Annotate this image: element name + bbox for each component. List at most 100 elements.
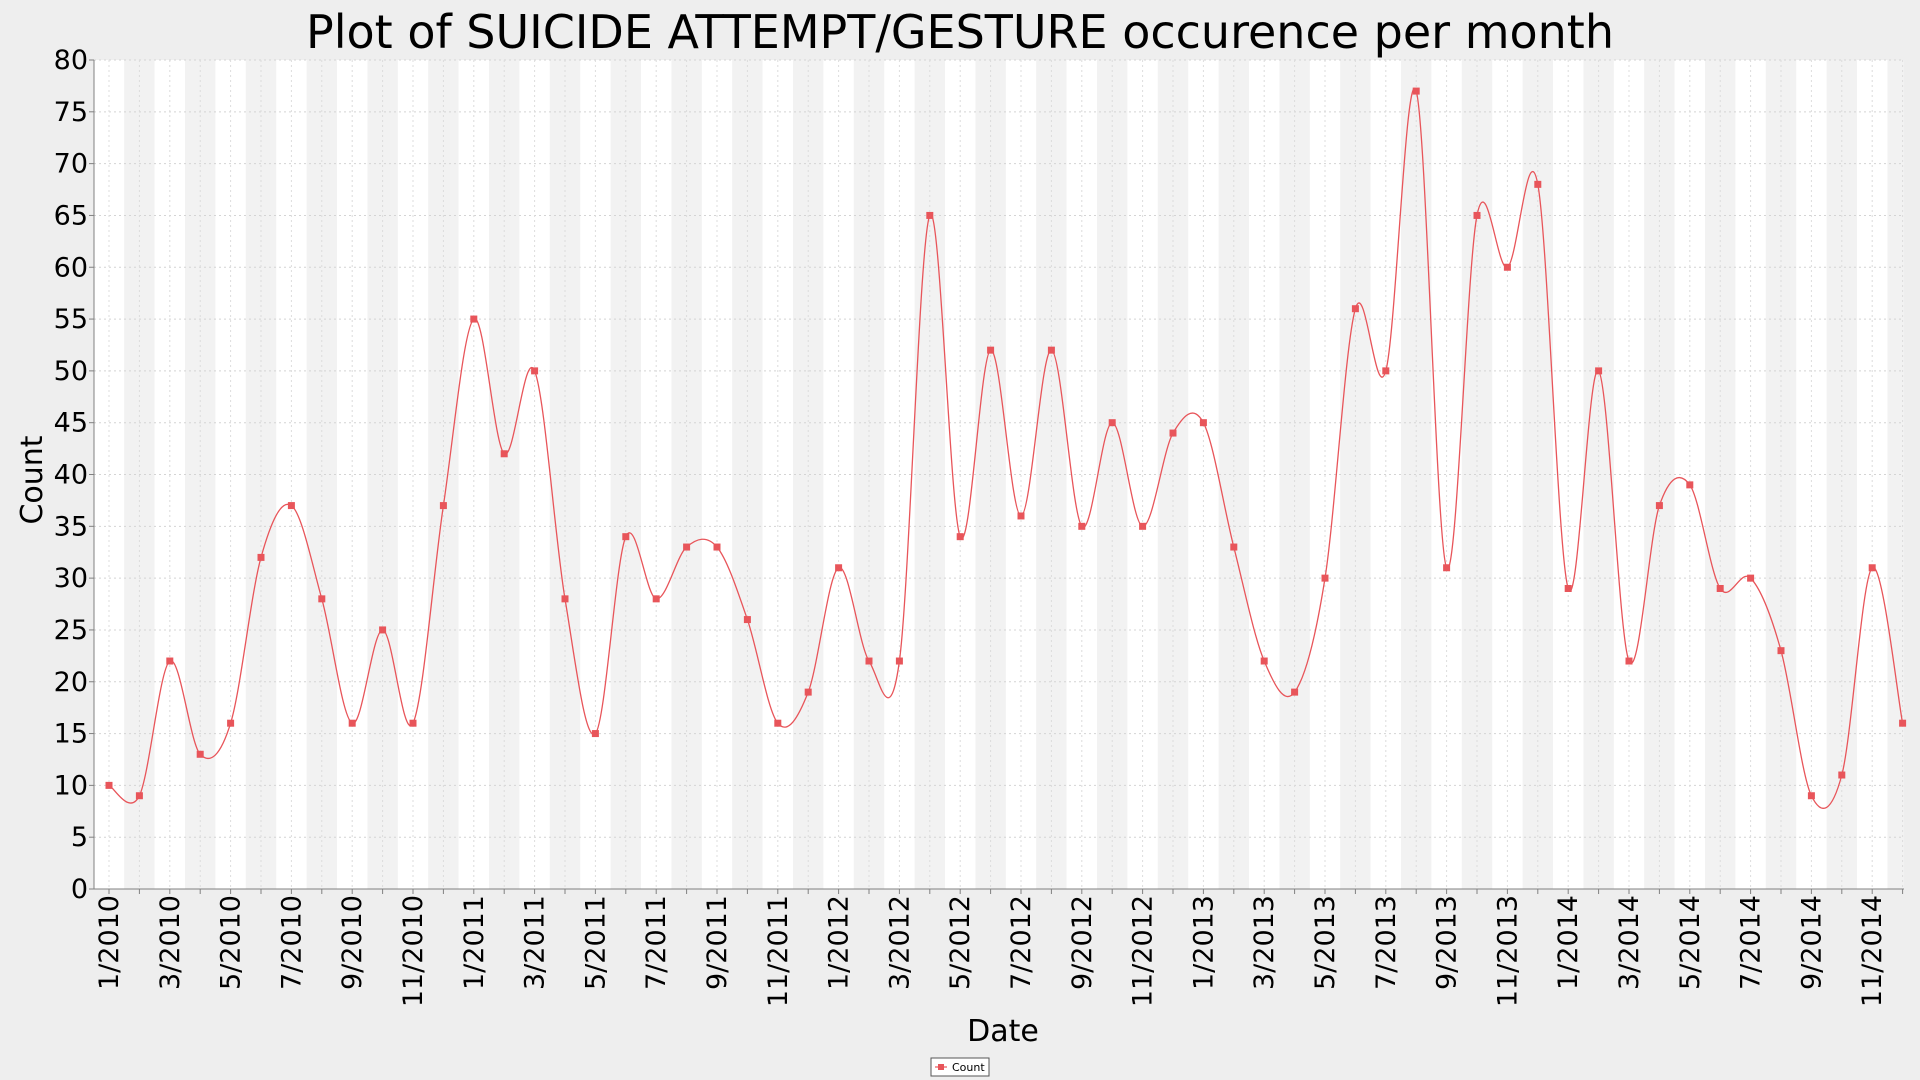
data-point [1564,584,1572,592]
data-point [318,595,326,603]
data-point [1078,522,1086,530]
data-point [1716,584,1724,592]
legend: Count [930,1057,990,1077]
data-point [1747,574,1755,582]
data-point [1503,263,1511,271]
x-tick-label: 1/2012 [824,895,855,990]
x-tick-label: 11/2013 [1492,895,1523,1007]
data-point [1899,719,1907,727]
data-point [1473,211,1481,219]
x-tick-label: 7/2013 [1371,895,1402,990]
y-tick-label: 75 [54,97,88,128]
x-tick-label: 11/2014 [1857,895,1888,1007]
y-tick-label: 5 [71,822,88,853]
data-point [196,750,204,758]
x-tick-label: 1/2014 [1553,895,1584,990]
month-band [1461,60,1493,889]
x-tick-labels: 1/2010 3/2010 5/2010 7/2010 9/2010 11/2010 1/2… [94,895,1888,1007]
x-tick-label: 7/2012 [1006,895,1037,990]
y-tick-label: 55 [54,304,88,335]
x-tick-label: 7/2010 [276,895,307,990]
month-band [793,60,824,889]
data-point [1199,419,1207,427]
data-point [531,367,539,375]
x-axis-label: Date [967,1014,1039,1049]
data-point [1777,647,1785,655]
y-tick-labels: 0 5 10 15 20 25 30 35 40 45 50 55 60 65 70 75 80 [54,45,88,905]
data-point [926,211,934,219]
data-point [683,543,691,551]
series-line [108,87,1904,809]
data-point [1169,429,1177,437]
series-count [105,87,1907,809]
y-tick-label: 50 [54,356,88,387]
data-point [1260,657,1268,665]
data-point [1595,367,1603,375]
x-tick-label: 5/2011 [580,895,611,990]
data-point [1534,180,1542,188]
data-point [1230,543,1238,551]
x-tick-label: 3/2012 [884,895,915,990]
data-point [1139,522,1147,530]
data-point [1443,564,1451,572]
y-tick-label: 25 [54,615,88,646]
data-point [622,533,630,541]
y-tick-label: 20 [54,667,88,698]
data-point [1291,688,1299,696]
x-tick-label: 3/2014 [1614,895,1645,990]
data-point [1108,419,1116,427]
data-point [1686,481,1694,489]
month-band [367,60,398,889]
axes [89,59,1904,894]
y-tick-label: 35 [54,511,88,542]
data-point [348,719,356,727]
data-point [804,688,812,696]
chart-title: Plot of SUICIDE ATTEMPT/GESTURE occurenc… [306,5,1614,59]
y-tick-label: 30 [54,563,88,594]
data-point [105,781,113,789]
data-point [1047,346,1055,354]
x-tick-label: 9/2014 [1796,895,1827,990]
data-point [713,543,721,551]
x-tick-label: 9/2010 [337,895,368,990]
data-point [743,616,751,624]
data-point [439,502,447,510]
data-point [166,657,174,665]
x-tick-label: 9/2012 [1067,895,1098,990]
data-point [1382,367,1390,375]
x-tick-label: 11/2011 [763,895,794,1007]
legend-marker [938,1064,944,1070]
month-band [1157,60,1189,889]
x-tick-label: 9/2013 [1432,895,1463,990]
data-point [774,719,782,727]
x-tick-label: 3/2013 [1249,895,1280,990]
y-tick-label: 70 [54,149,88,180]
month-band [1826,60,1857,889]
x-tick-label: 3/2011 [520,895,551,990]
data-point [470,315,478,323]
data-point [1412,87,1420,95]
x-tick-label: 1/2010 [94,895,125,990]
x-tick-label: 7/2011 [641,895,672,990]
data-point [1838,771,1846,779]
x-tick-label: 1/2011 [459,895,490,990]
y-tick-label: 65 [54,200,88,231]
data-point [1655,502,1663,510]
x-tick-label: 7/2014 [1736,895,1767,990]
data-point [1017,512,1025,520]
data-point [987,346,995,354]
y-tick-label: 60 [54,252,88,283]
data-point [835,564,843,572]
x-tick-label: 11/2012 [1128,895,1159,1007]
y-tick-label: 10 [54,770,88,801]
data-point [561,595,569,603]
data-point [257,553,265,561]
data-point [287,502,295,510]
data-point [956,533,964,541]
x-tick-label: 1/2013 [1188,895,1219,990]
x-tick-label: 5/2014 [1675,895,1706,990]
data-point [500,450,508,458]
data-point [135,792,143,800]
y-axis-label: Count [15,435,50,524]
